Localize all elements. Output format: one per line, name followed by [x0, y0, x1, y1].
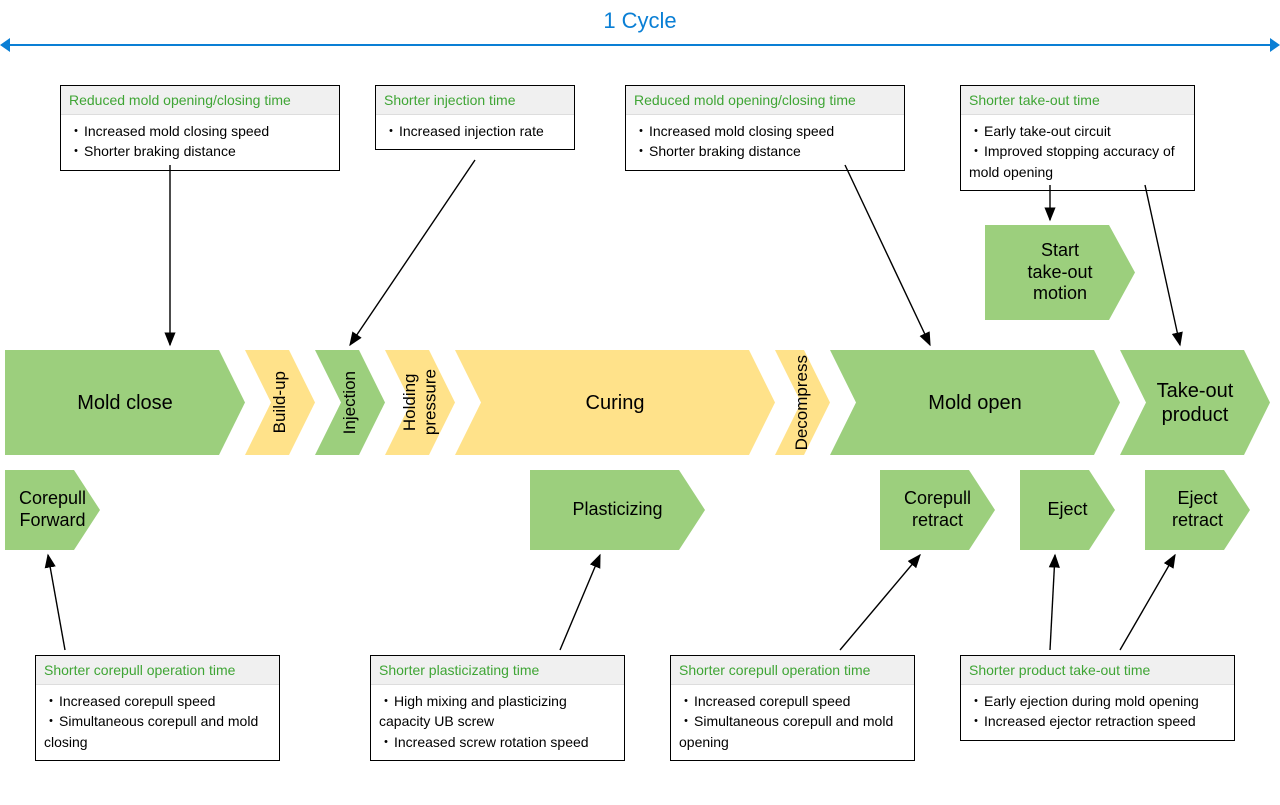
chevron-label-mold-open: Mold open [922, 391, 1027, 415]
connector-a10 [1120, 555, 1175, 650]
chevron-label-mold-close: Mold close [71, 391, 179, 415]
connector-a9 [1050, 555, 1055, 650]
connector-a6 [48, 555, 65, 650]
chevron-label-start-take-out-motion: Start take-out motion [1021, 240, 1098, 305]
chevron-label-eject-retract: Eject retract [1166, 488, 1229, 531]
connector-a5 [1145, 185, 1180, 345]
chevron-label-holding-pressure: Holding pressure [394, 369, 447, 435]
chevron-label-eject: Eject [1041, 499, 1093, 521]
connector-a7 [560, 555, 600, 650]
chevron-label-injection: Injection [334, 371, 366, 434]
chevron-label-take-out-product: Take-out product [1151, 379, 1240, 427]
chevron-label-build-up: Build-up [264, 371, 296, 433]
chevron-label-plasticizing: Plasticizing [566, 499, 668, 521]
connector-a8 [840, 555, 920, 650]
chevron-label-corepull-forward: Corepull Forward [13, 488, 92, 531]
chevron-label-corepull-retract: Corepull retract [898, 488, 977, 531]
connector-a3 [845, 165, 930, 345]
chevron-label-curing: Curing [580, 391, 651, 415]
chevron-label-decompress: Decompress [786, 355, 818, 450]
connector-a2 [350, 160, 475, 345]
